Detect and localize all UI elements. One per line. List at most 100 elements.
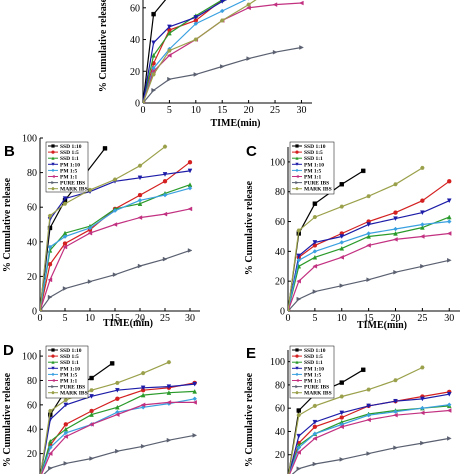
data-point <box>393 226 398 232</box>
data-point <box>193 18 199 23</box>
legend-marker <box>295 372 299 376</box>
x-tick-label: 10 <box>85 313 95 324</box>
panel-a: 0 5 10 15 20 25 30 0 20 40 60 % Cumulative release T… <box>98 0 312 129</box>
x-tick-label: 25 <box>160 313 170 324</box>
data-point <box>312 424 318 429</box>
data-point <box>339 283 345 288</box>
legend-label: SSD 1:1 <box>60 360 79 366</box>
y-axis-label: % Cumulative release <box>2 177 13 272</box>
data-point <box>246 2 251 7</box>
series-line <box>143 0 257 103</box>
data-point <box>87 225 93 231</box>
data-point <box>192 381 198 387</box>
x-tick-label: 10 <box>337 313 347 324</box>
data-point <box>137 263 143 269</box>
legend-marker <box>295 181 299 185</box>
data-point <box>339 380 344 385</box>
legend-marker <box>295 174 299 179</box>
series-group <box>40 144 193 311</box>
x-tick-label: 15 <box>110 313 120 324</box>
data-point <box>312 254 318 260</box>
data-point <box>187 248 193 253</box>
panel-label: B <box>4 143 15 160</box>
x-tick-label: 0 <box>286 313 291 324</box>
series-line <box>288 180 450 311</box>
data-point <box>192 400 197 405</box>
panel-label: E <box>246 345 256 362</box>
data-point <box>143 101 146 103</box>
data-point <box>47 262 53 267</box>
legend-marker <box>295 360 299 364</box>
data-point <box>447 436 452 441</box>
legend-marker <box>295 378 299 383</box>
data-point <box>62 196 68 201</box>
y-tick-label: 60 <box>27 400 37 411</box>
legend-marker <box>51 391 55 395</box>
data-point <box>192 389 198 394</box>
data-point <box>219 18 225 23</box>
data-point <box>393 445 398 451</box>
legend-marker <box>295 168 299 172</box>
legend-label: PM 1:10 <box>304 162 324 168</box>
data-point <box>89 394 94 399</box>
data-point <box>102 146 108 151</box>
x-axis-label: TIME(min) <box>357 320 407 331</box>
legend-marker <box>51 372 55 376</box>
legend-label: MARK IBS <box>304 187 332 193</box>
data-point <box>137 201 143 206</box>
series-line <box>40 184 191 311</box>
data-point <box>339 240 345 245</box>
legend-label: SSD 1:5 <box>304 354 323 360</box>
legend-marker <box>295 385 299 389</box>
legend-label: PM 1:1 <box>60 175 78 181</box>
data-point <box>296 445 302 451</box>
x-tick-label: 20 <box>391 313 401 324</box>
data-point <box>393 412 398 418</box>
data-point <box>62 241 68 246</box>
data-point <box>47 438 53 444</box>
series-line <box>289 409 450 474</box>
data-point <box>89 388 94 393</box>
y-tick-label: 80 <box>275 187 285 198</box>
y-tick-label: 40 <box>275 247 285 258</box>
data-point <box>137 163 143 168</box>
legend-marker <box>51 174 55 179</box>
legend-label: PURE IBS <box>304 181 329 187</box>
data-point <box>339 255 344 260</box>
x-tick-label: 10 <box>191 105 201 116</box>
data-point <box>87 279 93 284</box>
y-tick-label: 100 <box>270 357 285 368</box>
data-point <box>420 198 425 203</box>
data-point <box>393 182 398 187</box>
data-point <box>62 286 68 291</box>
data-point <box>187 160 193 165</box>
data-point <box>299 45 304 50</box>
legend-marker <box>51 354 55 358</box>
legend-label: SSD 1:1 <box>60 156 79 162</box>
data-point <box>47 277 53 283</box>
x-tick-label: 15 <box>364 313 374 324</box>
y-tick-label: 0 <box>135 99 140 110</box>
data-point <box>272 49 278 55</box>
data-point <box>63 398 69 402</box>
y-axis-label: % Cumulative release <box>244 372 255 467</box>
data-point <box>339 182 344 187</box>
series-line <box>288 232 450 311</box>
data-point <box>162 179 168 184</box>
y-axis-label: % Cumulative release <box>98 0 109 92</box>
data-point <box>339 424 344 430</box>
data-point <box>339 245 345 251</box>
data-point <box>151 87 157 93</box>
legend-label: PM 1:5 <box>304 168 322 174</box>
panel-e: 20 40 60 80 100 % Cumulative release E SSD 1:10… <box>244 345 452 474</box>
series-line <box>288 393 450 474</box>
y-tick-label: 100 <box>22 352 37 363</box>
data-point <box>339 410 345 416</box>
data-point <box>220 0 225 4</box>
data-point <box>219 8 225 14</box>
data-point <box>162 256 168 262</box>
legend-marker <box>51 187 55 191</box>
data-point <box>366 451 372 456</box>
